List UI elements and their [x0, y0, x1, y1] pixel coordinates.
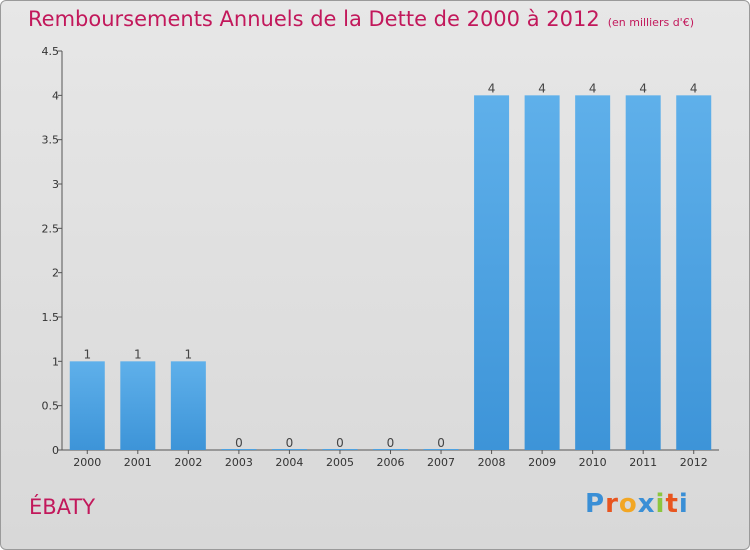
bar [69, 361, 105, 450]
title-text: Remboursements Annuels de la Dette de 20… [28, 7, 600, 31]
logo-letter: t [665, 489, 679, 519]
x-tick-label: 2004 [275, 456, 303, 469]
x-tick-label: 2009 [528, 456, 556, 469]
x-tick-label: 2003 [225, 456, 253, 469]
y-tick-label: 0 [52, 444, 59, 457]
bar-value-label: 0 [336, 436, 344, 450]
bar [322, 449, 358, 450]
x-tick-label: 2007 [427, 456, 455, 469]
bar-value-label: 4 [589, 81, 597, 95]
logo-letter: r [605, 489, 619, 519]
bar [221, 449, 257, 450]
y-tick-label: 2 [52, 267, 59, 280]
bar-value-label: 1 [134, 347, 142, 361]
y-tick-label: 3.5 [42, 134, 60, 147]
x-tick-label: 2000 [73, 456, 101, 469]
bar-value-label: 0 [437, 436, 445, 450]
bar-value-label: 1 [83, 347, 91, 361]
bar [120, 361, 156, 450]
bar [625, 95, 661, 450]
proxiti-logo[interactable]: Proxiti [585, 489, 689, 519]
y-tick-label: 4 [52, 89, 59, 102]
bar [170, 361, 206, 450]
bar [676, 95, 712, 450]
y-tick-label: 4.5 [42, 45, 60, 58]
y-tick-label: 0.5 [42, 400, 60, 413]
logo-letter: o [618, 489, 638, 519]
bar [575, 95, 611, 450]
bar-value-label: 4 [488, 81, 496, 95]
town-name: ÉBATY [29, 495, 96, 519]
bar-value-label: 1 [185, 347, 193, 361]
logo-letter: x [637, 489, 656, 519]
x-tick-label: 2001 [124, 456, 152, 469]
x-tick-label: 2012 [680, 456, 708, 469]
y-tick-label: 3 [52, 178, 59, 191]
x-tick-label: 2006 [377, 456, 405, 469]
bar-value-label: 0 [387, 436, 395, 450]
x-tick-label: 2005 [326, 456, 354, 469]
bar-value-label: 4 [639, 81, 647, 95]
logo-letter: P [585, 489, 606, 519]
chart-subtitle: (en milliers d'€) [607, 16, 694, 29]
bar-value-label: 0 [235, 436, 243, 450]
bar [271, 449, 307, 450]
x-tick-label: 2002 [174, 456, 202, 469]
x-tick-label: 2008 [478, 456, 506, 469]
y-tick-label: 2.5 [42, 222, 60, 235]
bar-value-label: 4 [538, 81, 546, 95]
bar [423, 449, 459, 450]
bar-value-label: 4 [690, 81, 698, 95]
bar [373, 449, 408, 450]
chart-title: Remboursements Annuels de la Dette de 20… [28, 7, 694, 31]
logo-letter: i [678, 489, 689, 519]
logo-letter: i [655, 489, 666, 519]
y-tick-label: 1 [52, 355, 59, 368]
y-tick-label: 1.5 [42, 311, 60, 324]
x-tick-label: 2010 [579, 456, 607, 469]
bar-value-label: 0 [286, 436, 294, 450]
x-tick-label: 2011 [629, 456, 657, 469]
bar [524, 95, 560, 450]
bar [474, 95, 510, 450]
